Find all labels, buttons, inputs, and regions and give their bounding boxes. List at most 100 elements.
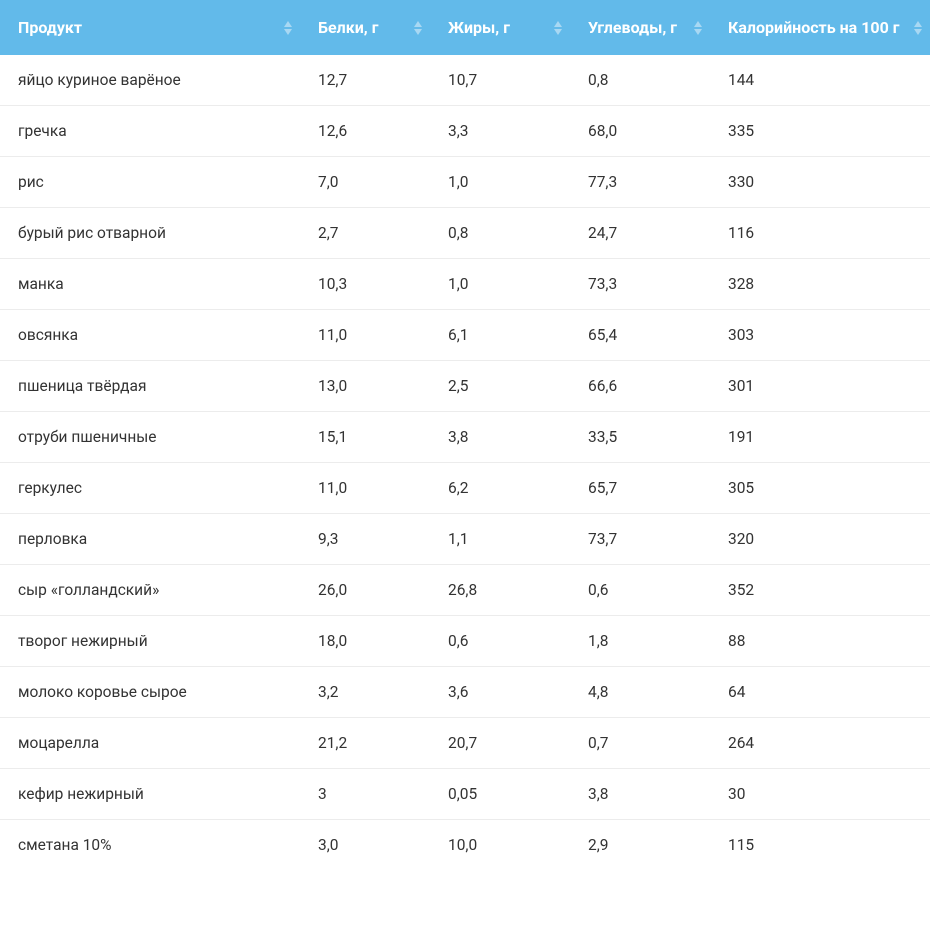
cell-cal: 320 (710, 514, 930, 565)
cell-cal: 264 (710, 718, 930, 769)
cell-carb: 33,5 (570, 412, 710, 463)
table-row: молоко коровье сырое3,23,64,864 (0, 667, 930, 718)
cell-protein: 3,2 (300, 667, 430, 718)
cell-cal: 30 (710, 769, 930, 820)
nutrition-table: Продукт Белки, г Жиры, г Углеводы, г Калорий… (0, 0, 930, 870)
cell-product: кефир нежирный (0, 769, 300, 820)
table-row: пшеница твёрдая13,02,566,6301 (0, 361, 930, 412)
cell-protein: 10,3 (300, 259, 430, 310)
column-header-product[interactable]: Продукт (0, 0, 300, 55)
cell-fat: 10,0 (430, 820, 570, 871)
cell-product: яйцо куриное варёное (0, 55, 300, 106)
cell-protein: 9,3 (300, 514, 430, 565)
cell-carb: 0,6 (570, 565, 710, 616)
table-row: кефир нежирный30,053,830 (0, 769, 930, 820)
cell-protein: 12,7 (300, 55, 430, 106)
cell-product: моцарелла (0, 718, 300, 769)
table-row: отруби пшеничные15,13,833,5191 (0, 412, 930, 463)
cell-carb: 0,7 (570, 718, 710, 769)
table-row: овсянка11,06,165,4303 (0, 310, 930, 361)
column-header-protein[interactable]: Белки, г (300, 0, 430, 55)
cell-protein: 12,6 (300, 106, 430, 157)
cell-carb: 4,8 (570, 667, 710, 718)
table-body: яйцо куриное варёное12,710,70,8144гречка… (0, 55, 930, 870)
cell-cal: 116 (710, 208, 930, 259)
cell-fat: 0,8 (430, 208, 570, 259)
cell-protein: 18,0 (300, 616, 430, 667)
cell-product: пшеница твёрдая (0, 361, 300, 412)
cell-protein: 11,0 (300, 463, 430, 514)
cell-product: творог нежирный (0, 616, 300, 667)
cell-cal: 352 (710, 565, 930, 616)
table-row: гречка12,63,368,0335 (0, 106, 930, 157)
cell-carb: 2,9 (570, 820, 710, 871)
column-label: Жиры, г (448, 18, 510, 37)
table-row: яйцо куриное варёное12,710,70,8144 (0, 55, 930, 106)
cell-protein: 26,0 (300, 565, 430, 616)
cell-fat: 6,1 (430, 310, 570, 361)
cell-cal: 330 (710, 157, 930, 208)
table-row: творог нежирный18,00,61,888 (0, 616, 930, 667)
cell-carb: 73,7 (570, 514, 710, 565)
cell-fat: 3,8 (430, 412, 570, 463)
cell-carb: 1,8 (570, 616, 710, 667)
cell-product: рис (0, 157, 300, 208)
column-header-carb[interactable]: Углеводы, г (570, 0, 710, 55)
cell-fat: 3,6 (430, 667, 570, 718)
cell-product: гречка (0, 106, 300, 157)
cell-fat: 1,0 (430, 259, 570, 310)
cell-fat: 1,0 (430, 157, 570, 208)
sort-icon[interactable] (914, 21, 922, 35)
sort-icon[interactable] (694, 21, 702, 35)
cell-carb: 68,0 (570, 106, 710, 157)
cell-carb: 65,7 (570, 463, 710, 514)
cell-cal: 303 (710, 310, 930, 361)
cell-cal: 191 (710, 412, 930, 463)
cell-fat: 10,7 (430, 55, 570, 106)
cell-carb: 66,6 (570, 361, 710, 412)
cell-protein: 13,0 (300, 361, 430, 412)
cell-fat: 0,05 (430, 769, 570, 820)
column-label: Белки, г (318, 18, 378, 37)
cell-protein: 2,7 (300, 208, 430, 259)
cell-fat: 3,3 (430, 106, 570, 157)
cell-cal: 144 (710, 55, 930, 106)
sort-icon[interactable] (414, 21, 422, 35)
table-row: рис7,01,077,3330 (0, 157, 930, 208)
table-row: бурый рис отварной2,70,824,7116 (0, 208, 930, 259)
cell-carb: 0,8 (570, 55, 710, 106)
cell-fat: 2,5 (430, 361, 570, 412)
sort-icon[interactable] (554, 21, 562, 35)
cell-protein: 3,0 (300, 820, 430, 871)
cell-carb: 24,7 (570, 208, 710, 259)
cell-product: сыр «голландский» (0, 565, 300, 616)
cell-protein: 21,2 (300, 718, 430, 769)
sort-icon[interactable] (284, 21, 292, 35)
cell-product: манка (0, 259, 300, 310)
cell-cal: 301 (710, 361, 930, 412)
cell-cal: 305 (710, 463, 930, 514)
table-row: манка10,31,073,3328 (0, 259, 930, 310)
column-label: Продукт (18, 18, 82, 37)
cell-cal: 335 (710, 106, 930, 157)
table-header: Продукт Белки, г Жиры, г Углеводы, г Калорий… (0, 0, 930, 55)
column-label: Калорийность на 100 г (728, 18, 899, 37)
cell-cal: 328 (710, 259, 930, 310)
cell-carb: 73,3 (570, 259, 710, 310)
table-row: сметана 10%3,010,02,9115 (0, 820, 930, 871)
column-label: Углеводы, г (588, 18, 677, 37)
cell-protein: 15,1 (300, 412, 430, 463)
column-header-cal[interactable]: Калорийность на 100 г (710, 0, 930, 55)
cell-protein: 11,0 (300, 310, 430, 361)
cell-fat: 20,7 (430, 718, 570, 769)
cell-carb: 65,4 (570, 310, 710, 361)
table-row: сыр «голландский»26,026,80,6352 (0, 565, 930, 616)
table-row: геркулес11,06,265,7305 (0, 463, 930, 514)
column-header-fat[interactable]: Жиры, г (430, 0, 570, 55)
cell-carb: 77,3 (570, 157, 710, 208)
cell-fat: 1,1 (430, 514, 570, 565)
cell-product: овсянка (0, 310, 300, 361)
cell-cal: 115 (710, 820, 930, 871)
cell-fat: 6,2 (430, 463, 570, 514)
cell-protein: 7,0 (300, 157, 430, 208)
